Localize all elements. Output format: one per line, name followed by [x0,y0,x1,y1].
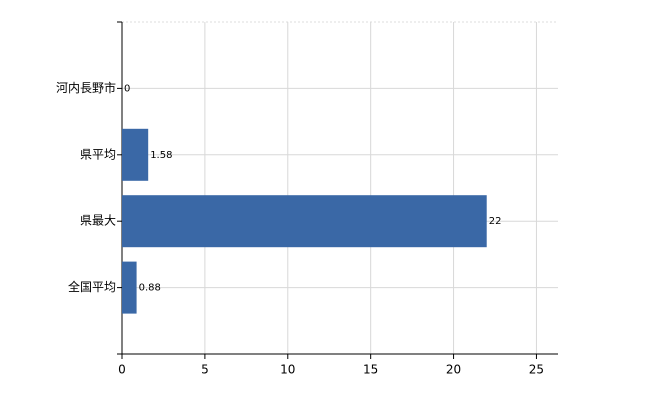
y-tick-label: 河内長野市 [56,80,116,95]
y-tick-label: 県最大 [80,214,116,228]
value-label: 1.58 [150,150,172,161]
x-tick-label: 0 [118,363,126,377]
y-tick-label: 県平均 [80,147,116,161]
x-tick-label: 20 [446,363,461,377]
x-tick-label: 5 [201,363,209,377]
x-tick-label: 15 [363,363,378,377]
value-label: 0.88 [139,283,161,294]
value-label: 22 [489,216,502,227]
bar [122,261,137,314]
y-tick-label: 全国平均 [68,279,116,294]
x-tick-label: 25 [529,363,544,377]
bar [122,128,149,181]
value-label: 0 [124,83,130,94]
x-tick-label: 10 [280,363,295,377]
bar [122,195,487,248]
